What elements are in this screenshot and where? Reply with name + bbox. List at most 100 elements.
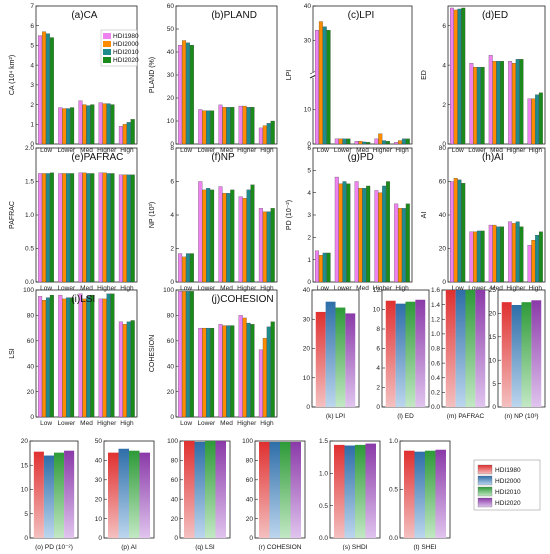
y-tick-label: 2.0 xyxy=(25,145,34,152)
bar-hdi2020 xyxy=(365,443,376,538)
bar-hdi2010-lower xyxy=(66,297,71,418)
panel-title: (b)PLAND xyxy=(211,10,257,21)
legend-label: HDI2010 xyxy=(495,489,521,496)
bar-hdi2020-low xyxy=(461,183,466,283)
bar-hdi2020-high xyxy=(270,321,275,418)
y-tick-label: 8 xyxy=(170,145,174,152)
bar-hdi2010-med xyxy=(226,107,231,145)
y-tick-label: 10 xyxy=(21,487,29,494)
legend-label: HDI2020 xyxy=(495,500,521,507)
y-tick-label: 7 xyxy=(30,3,34,10)
y-tick-label: 0.4 xyxy=(431,375,440,382)
bar-hdi2000 xyxy=(395,303,406,407)
bar-hdi2000-low xyxy=(42,31,47,145)
x-tick-label: Lower xyxy=(57,147,76,154)
bar-hdi1980-high xyxy=(258,127,263,145)
bar-hdi2020-lower xyxy=(70,107,75,145)
bar-hdi2020-lower xyxy=(210,189,215,283)
y-tick-label: 0 xyxy=(30,141,34,148)
y-tick-label: 10 xyxy=(373,307,381,314)
bar-hdi2020-med xyxy=(90,294,95,418)
legend-swatch xyxy=(103,33,111,39)
y-tick-label: 1.0 xyxy=(319,471,328,478)
panel-title: (f)NP xyxy=(211,152,235,163)
y-tick-label: 1 xyxy=(307,257,311,264)
y-tick-label: 20 xyxy=(303,346,311,353)
bar-hdi2020-high xyxy=(538,92,543,145)
y-tick-label: 20 xyxy=(246,516,254,523)
bar-hdi2020-higher xyxy=(386,181,390,283)
bar-hdi2000-med xyxy=(82,298,87,418)
panel-label: (q) LSI xyxy=(195,544,215,551)
bar-hdi1980 xyxy=(445,290,456,407)
panel-label: (r) COHESION xyxy=(259,544,302,551)
panel-b: 0 10 20 30 40 50 60 Low Lower Med Higher High (b)PLA… xyxy=(149,3,278,154)
x-tick-label: Low xyxy=(452,147,464,154)
panel-label: (s) SHDI xyxy=(343,544,368,551)
bar-hdi1980 xyxy=(404,450,415,538)
bar-hdi2010 xyxy=(355,444,366,538)
x-tick-label: Higher xyxy=(97,285,117,292)
legend-swatch xyxy=(477,464,493,475)
bar-hdi2000-lower xyxy=(62,173,67,283)
bar-hdi2000-med xyxy=(82,104,87,145)
y-tick-label: 5 xyxy=(30,43,34,50)
bar-hdi1980-lower xyxy=(334,138,339,145)
x-tick-label: Low xyxy=(180,285,192,292)
bar-hdi2020-higher xyxy=(110,104,115,145)
bar-hdi2020-low xyxy=(49,172,54,283)
x-tick-label: Higher xyxy=(97,420,117,427)
x-tick-label: Med xyxy=(490,147,503,154)
bar-hdi1980-med xyxy=(488,55,493,145)
bar-hdi2010-low xyxy=(322,26,327,145)
y-tick-label: 6 xyxy=(376,346,380,353)
bar-hdi1980-lower xyxy=(58,173,63,283)
bar-hdi2020-low xyxy=(49,37,54,145)
x-tick-label: High xyxy=(395,147,409,154)
x-tick-label: Lower xyxy=(57,285,76,292)
x-tick-label: Lower xyxy=(197,147,216,154)
bar-hdi1980-low xyxy=(178,291,183,418)
panel-title: (a)CA xyxy=(71,10,97,21)
legend-swatch xyxy=(477,497,493,508)
y-tick-label: 5 xyxy=(24,511,28,518)
y-tick-label: 1.0 xyxy=(431,331,440,338)
panel-k: 0 10 20 30 40 (k) LPI xyxy=(303,287,360,420)
y-tick-label: 1.2 xyxy=(431,316,440,323)
bar-hdi2010-low xyxy=(457,179,462,283)
bar-hdi2010-lower xyxy=(476,66,481,145)
y-tick-label: 0.0 xyxy=(431,404,440,411)
bar-hdi2020-low xyxy=(189,44,194,145)
y-axis-label: PLAND (%) xyxy=(149,57,156,93)
bar-hdi1980 xyxy=(315,311,326,407)
bar-hdi1980-high xyxy=(527,245,532,283)
bar-hdi2010-higher xyxy=(382,185,387,283)
x-tick-label: Med xyxy=(220,420,233,427)
x-tick-label: Higher xyxy=(237,420,257,427)
bar-hdi2000-higher xyxy=(378,192,383,283)
bar-hdi2020-higher xyxy=(519,226,524,283)
bar-hdi2000 xyxy=(325,301,336,407)
y-tick-label: 30 xyxy=(167,72,175,79)
bar-hdi2000-high xyxy=(122,124,127,145)
x-tick-label: Low xyxy=(40,147,52,154)
bar-hdi2010 xyxy=(335,307,346,407)
bar-hdi2000-high xyxy=(262,338,267,418)
bar-hdi2010-high xyxy=(266,123,271,145)
x-tick-label: Med xyxy=(220,147,233,154)
bar-hdi2000-low xyxy=(453,9,458,145)
bar-hdi2020-low xyxy=(189,253,194,283)
bar-hdi2000-high xyxy=(531,240,536,283)
panel-title: (c)LPI xyxy=(348,10,375,21)
bar-hdi2020-med xyxy=(230,189,235,283)
y-tick-label: 20 xyxy=(439,246,447,253)
y-axis-label: AI xyxy=(421,212,428,219)
bar-hdi2010-high xyxy=(126,122,131,145)
y-tick-label: 8 xyxy=(376,326,380,333)
bar-hdi1980-higher xyxy=(98,298,103,418)
y-axis-label: LPI xyxy=(286,70,293,81)
bar-hdi2010-high xyxy=(126,174,131,283)
bar-hdi2010-higher xyxy=(515,221,520,283)
y-tick-label: 15 xyxy=(21,462,29,469)
legend-swatch xyxy=(103,49,111,55)
